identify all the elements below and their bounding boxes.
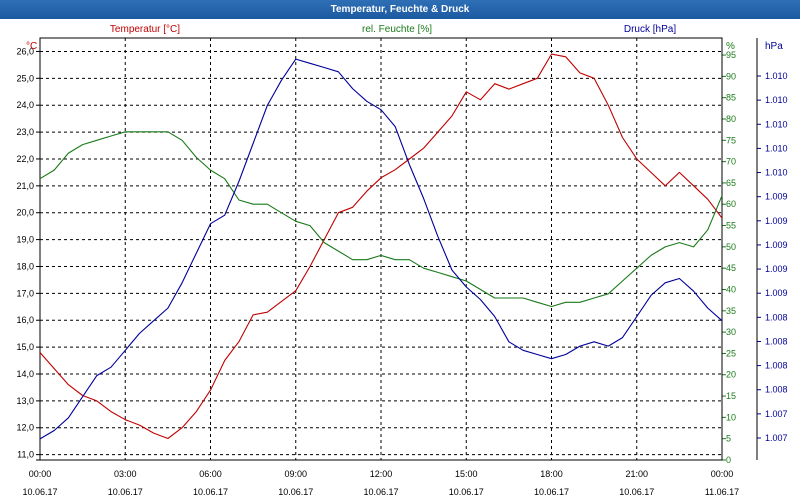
pressure-tick-label: 1.009 — [765, 264, 788, 274]
humidity-tick-label: 85 — [726, 93, 736, 103]
pressure-tick-label: 1.008 — [765, 385, 788, 395]
pressure-unit-label: hPa — [765, 41, 783, 52]
pressure-tick-label: 1.009 — [765, 240, 788, 250]
pressure-tick-label: 1.007 — [765, 409, 788, 419]
humidity-tick-label: 10 — [726, 412, 736, 422]
humidity-tick-label: 50 — [726, 242, 736, 252]
x-tick-date: 10.06.17 — [193, 487, 228, 497]
humidity-tick-label: 35 — [726, 306, 736, 316]
left-tick-label: 14,0 — [16, 369, 34, 379]
left-tick-label: 13,0 — [16, 396, 34, 406]
pressure-tick-label: 1.008 — [765, 361, 788, 371]
x-tick-time: 03:00 — [114, 469, 137, 479]
temperature-unit-label: °C — [26, 41, 37, 52]
x-tick-date: 10.06.17 — [534, 487, 569, 497]
pressure-tick-label: 1.008 — [765, 312, 788, 322]
left-tick-label: 26,0 — [16, 46, 34, 56]
plot-frame — [39, 37, 723, 461]
humidity-tick-label: 15 — [726, 391, 736, 401]
humidity-tick-label: 40 — [726, 284, 736, 294]
pressure-tick-label: 1.010 — [765, 119, 788, 129]
pressure-tick-label: 1.009 — [765, 216, 788, 226]
left-tick-label: 23,0 — [16, 127, 34, 137]
left-tick-label: 21,0 — [16, 181, 34, 191]
humidity-tick-label: 20 — [726, 370, 736, 380]
x-tick-date: 10.06.17 — [278, 487, 313, 497]
pressure-tick-label: 1.009 — [765, 192, 788, 202]
chart: 00:00 10.06.17 03:00 10.06.17 06:00 10.06.17 0… — [16, 24, 787, 497]
left-tick-label: 18,0 — [16, 261, 34, 271]
axes — [36, 37, 761, 461]
pressure-line — [39, 58, 723, 440]
humidity-tick-label: 5 — [726, 434, 731, 444]
x-tick-time: 12:00 — [370, 469, 393, 479]
labels: 00:00 10.06.17 03:00 10.06.17 06:00 10.06.17 0… — [16, 24, 787, 497]
pressure-tick-label: 1.010 — [765, 143, 788, 153]
left-tick-label: 20,0 — [16, 208, 34, 218]
x-tick-time: 15:00 — [455, 469, 478, 479]
left-tick-label: 22,0 — [16, 154, 34, 164]
x-tick-time: 00:00 — [29, 469, 52, 479]
x-tick-time: 06:00 — [199, 469, 222, 479]
left-tick-label: 25,0 — [16, 73, 34, 83]
window-title: Temperatur, Feuchte & Druck — [0, 0, 800, 19]
pressure-tick-label: 1.010 — [765, 71, 788, 81]
series — [39, 53, 723, 440]
x-tick-date: 10.06.17 — [108, 487, 143, 497]
x-tick-date: 11.06.17 — [705, 487, 739, 497]
humidity-tick-label: 25 — [726, 348, 736, 358]
left-tick-label: 12,0 — [16, 423, 34, 433]
x-tick-date: 10.06.17 — [22, 487, 57, 497]
humidity-tick-label: 80 — [726, 114, 736, 124]
humidity-line — [39, 131, 723, 308]
x-tick-time: 09:00 — [284, 469, 307, 479]
pressure-tick-label: 1.009 — [765, 288, 788, 298]
humidity-tick-label: 55 — [726, 221, 736, 231]
humidity-tick-label: 60 — [726, 199, 736, 209]
grid — [40, 38, 722, 460]
pressure-tick-label: 1.010 — [765, 95, 788, 105]
humidity-tick-label: 0 — [726, 455, 731, 465]
humidity-tick-label: 90 — [726, 71, 736, 81]
left-tick-label: 11,0 — [17, 450, 34, 460]
pressure-tick-label: 1.008 — [765, 336, 788, 346]
humidity-tick-label: 75 — [726, 135, 736, 145]
x-tick-time: 00:00 — [711, 469, 734, 479]
x-tick-time: 21:00 — [625, 469, 648, 479]
humidity-tick-label: 95 — [726, 50, 736, 60]
pressure-series-label: Druck [hPa] — [624, 24, 676, 35]
humidity-tick-label: 70 — [726, 157, 736, 167]
x-tick-time: 18:00 — [540, 469, 563, 479]
left-tick-label: 17,0 — [16, 288, 34, 298]
left-tick-label: 16,0 — [16, 315, 34, 325]
humidity-tick-label: 45 — [726, 263, 736, 273]
x-tick-date: 10.06.17 — [449, 487, 484, 497]
left-tick-label: 19,0 — [16, 235, 34, 245]
left-tick-label: 15,0 — [16, 342, 34, 352]
pressure-tick-label: 1.010 — [765, 168, 788, 178]
left-tick-label: 24,0 — [16, 100, 34, 110]
humidity-unit-label: % — [726, 41, 735, 52]
humidity-tick-label: 65 — [726, 178, 736, 188]
humidity-tick-label: 30 — [726, 327, 736, 337]
humidity-series-label: rel. Feuchte [%] — [362, 24, 432, 35]
temperature-series-label: Temperatur [°C] — [110, 24, 180, 35]
pressure-tick-label: 1.007 — [765, 433, 788, 443]
x-tick-date: 10.06.17 — [619, 487, 654, 497]
x-tick-date: 10.06.17 — [363, 487, 398, 497]
temperature-line — [39, 53, 723, 440]
